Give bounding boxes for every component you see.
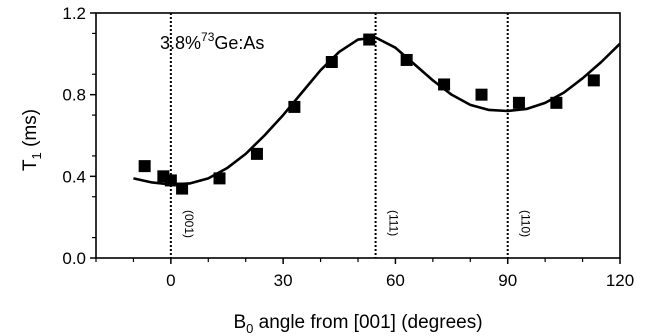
data-point <box>176 182 189 195</box>
data-point <box>288 100 301 113</box>
data-point <box>363 33 376 46</box>
annotation-suffix: Ge:As <box>214 33 264 53</box>
data-point <box>400 53 413 66</box>
y-tick-label: 0.8 <box>62 86 86 105</box>
data-point <box>512 96 525 109</box>
reference-line-label: (110) <box>519 210 533 237</box>
reference-line-label: (001) <box>182 210 196 238</box>
y-axis-ticks: 0.0 0.4 0.8 1.2 <box>62 4 96 268</box>
data-point <box>325 56 338 68</box>
y-axis-title-rest: (ms) <box>20 109 41 152</box>
x-axis-title-rest: angle from [001] (degrees) <box>253 312 482 333</box>
fit-curve-group <box>133 36 620 186</box>
x-tick-label: 120 <box>606 271 634 290</box>
data-point <box>213 172 226 185</box>
x-axis-title-sub: 0 <box>246 321 253 336</box>
data-point <box>550 96 563 109</box>
y-axis-title-main: T <box>20 159 41 171</box>
data-point <box>164 174 177 187</box>
data-point <box>438 78 451 91</box>
y-tick-label: 0.0 <box>62 249 86 268</box>
data-point <box>250 147 263 160</box>
fit-curve <box>133 36 620 186</box>
reference-line-label: (111) <box>387 210 401 236</box>
data-points-group <box>138 33 600 195</box>
data-point <box>475 88 488 101</box>
x-tick-label: 60 <box>386 271 405 290</box>
x-axis-title-main: B <box>233 312 246 333</box>
annotation-prefix: 3.8% <box>160 33 201 53</box>
x-tick-label: 0 <box>166 271 175 290</box>
annotation-superscript: 73 <box>201 30 215 44</box>
x-tick-label: 90 <box>498 271 517 290</box>
reference-lines: (001) (111) (110) <box>169 13 533 258</box>
x-axis-title: B0 angle from [001] (degrees) <box>233 312 482 336</box>
x-axis-ticks: 0 30 60 90 120 <box>95 258 634 290</box>
x-tick-label: 30 <box>274 271 293 290</box>
data-point <box>587 74 600 87</box>
y-axis-title: T1 (ms) <box>20 109 44 171</box>
sample-annotation: 3.8%73Ge:As <box>160 30 264 53</box>
y-tick-label: 1.2 <box>62 4 86 23</box>
y-axis-title-sub: 1 <box>29 152 44 159</box>
y-tick-label: 0.4 <box>62 167 86 186</box>
data-point <box>138 160 151 173</box>
